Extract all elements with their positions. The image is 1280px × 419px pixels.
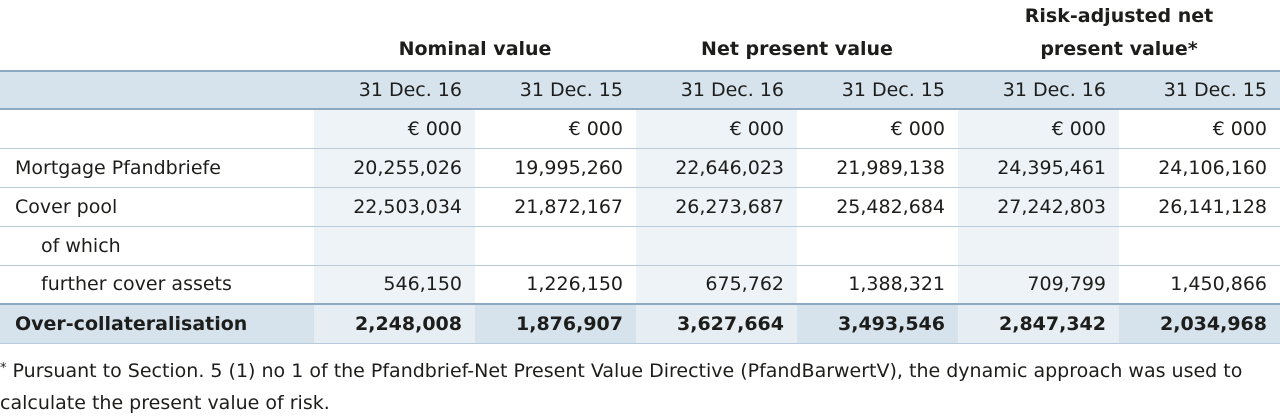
unit-cell: € 000 xyxy=(568,117,623,140)
value-cell: 22,646,023 xyxy=(636,148,797,187)
row-label: further cover assets xyxy=(41,273,232,296)
unit-row: € 000 € 000 € 000 € 000 € 000 € 000 xyxy=(0,109,1280,148)
total-label: Over-collateralisation xyxy=(0,304,314,343)
unit-cell: € 000 xyxy=(636,109,797,148)
value-cell: 21,989,138 xyxy=(836,156,945,179)
table-row-over-collateralisation: Over-collateralisation 2,248,008 1,876,9… xyxy=(0,304,1280,343)
unit-cell: € 000 xyxy=(890,117,945,140)
value-cell: 21,872,167 xyxy=(514,195,623,218)
value-cell: 19,995,260 xyxy=(514,156,623,179)
value-cell: 709,799 xyxy=(958,265,1119,304)
group-header-row: Nominal value Net present value Risk-adj… xyxy=(0,0,1280,71)
date-cell: 31 Dec. 16 xyxy=(1002,79,1106,101)
row-label: Mortgage Pfandbriefe xyxy=(15,156,221,179)
row-label: Cover pool xyxy=(15,195,118,218)
date-cell: 31 Dec. 15 xyxy=(1163,79,1267,101)
date-cell: 31 Dec. 15 xyxy=(519,79,623,101)
value-cell: 25,482,684 xyxy=(836,195,945,218)
unit-cell: € 000 xyxy=(1212,117,1267,140)
value-cell: 24,106,160 xyxy=(1158,156,1267,179)
value-cell xyxy=(314,226,475,265)
value-cell: 1,388,321 xyxy=(848,273,945,296)
total-value-cell: 2,248,008 xyxy=(314,304,475,343)
date-row-label xyxy=(0,71,314,109)
footnote-marker: * xyxy=(0,361,7,376)
date-cell: 31 Dec. 15 xyxy=(841,79,945,101)
table-row-mortgage-pfandbriefe: Mortgage Pfandbriefe 20,255,026 19,995,2… xyxy=(0,148,1280,187)
value-cell xyxy=(1119,226,1280,265)
total-value-cell: 1,876,907 xyxy=(475,304,636,343)
total-value-cell: 3,493,546 xyxy=(797,304,958,343)
total-value-cell: 2,034,968 xyxy=(1119,304,1280,343)
value-cell xyxy=(475,226,636,265)
value-cell xyxy=(797,226,958,265)
total-value-cell: 2,847,342 xyxy=(958,304,1119,343)
header-risk-adjusted-npv: Risk-adjusted net present value* xyxy=(1024,5,1214,60)
table-row-cover-pool: Cover pool 22,503,034 21,872,167 26,273,… xyxy=(0,187,1280,226)
value-cell: 1,226,150 xyxy=(526,273,623,296)
cover-pool-table: Nominal value Net present value Risk-adj… xyxy=(0,0,1280,343)
value-cell: 22,503,034 xyxy=(314,187,475,226)
value-cell: 20,255,026 xyxy=(314,148,475,187)
date-row: 31 Dec. 16 31 Dec. 15 31 Dec. 16 31 Dec.… xyxy=(0,71,1280,109)
value-cell: 675,762 xyxy=(636,265,797,304)
corner-cell xyxy=(0,0,314,71)
unit-cell: € 000 xyxy=(314,109,475,148)
date-cell: 31 Dec. 16 xyxy=(358,79,462,101)
value-cell: 546,150 xyxy=(314,265,475,304)
header-nominal-value: Nominal value xyxy=(398,38,552,60)
date-cell: 31 Dec. 16 xyxy=(680,79,784,101)
footnote-text: Pursuant to Section. 5 (1) no 1 of the P… xyxy=(0,360,1243,414)
value-cell xyxy=(958,226,1119,265)
unit-cell: € 000 xyxy=(958,109,1119,148)
total-value-cell: 3,627,664 xyxy=(636,304,797,343)
value-cell: 24,395,461 xyxy=(958,148,1119,187)
value-cell xyxy=(636,226,797,265)
value-cell: 27,242,803 xyxy=(958,187,1119,226)
value-cell: 26,273,687 xyxy=(636,187,797,226)
unit-row-label xyxy=(0,109,314,148)
value-cell: 26,141,128 xyxy=(1158,195,1267,218)
table-row-further-cover-assets: further cover assets 546,150 1,226,150 6… xyxy=(0,265,1280,304)
value-cell: 1,450,866 xyxy=(1170,273,1267,296)
table-row-of-which: of which xyxy=(0,226,1280,265)
row-label: of which xyxy=(41,234,121,257)
header-net-present-value: Net present value xyxy=(701,38,893,60)
footnote: * Pursuant to Section. 5 (1) no 1 of the… xyxy=(0,355,1275,419)
